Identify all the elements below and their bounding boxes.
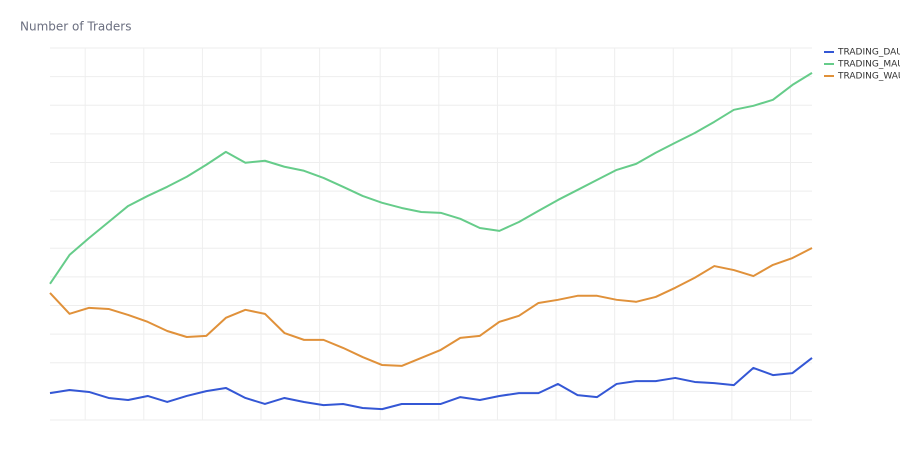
series-line [49, 72, 813, 285]
series-line [49, 357, 813, 411]
series-line [49, 247, 813, 367]
legend-label: TRADING_WAU [837, 72, 900, 82]
chart-title: Number of Traders [20, 20, 131, 34]
legend-label: TRADING_DAU [837, 48, 900, 58]
legend-label: TRADING_MAU [837, 60, 900, 70]
